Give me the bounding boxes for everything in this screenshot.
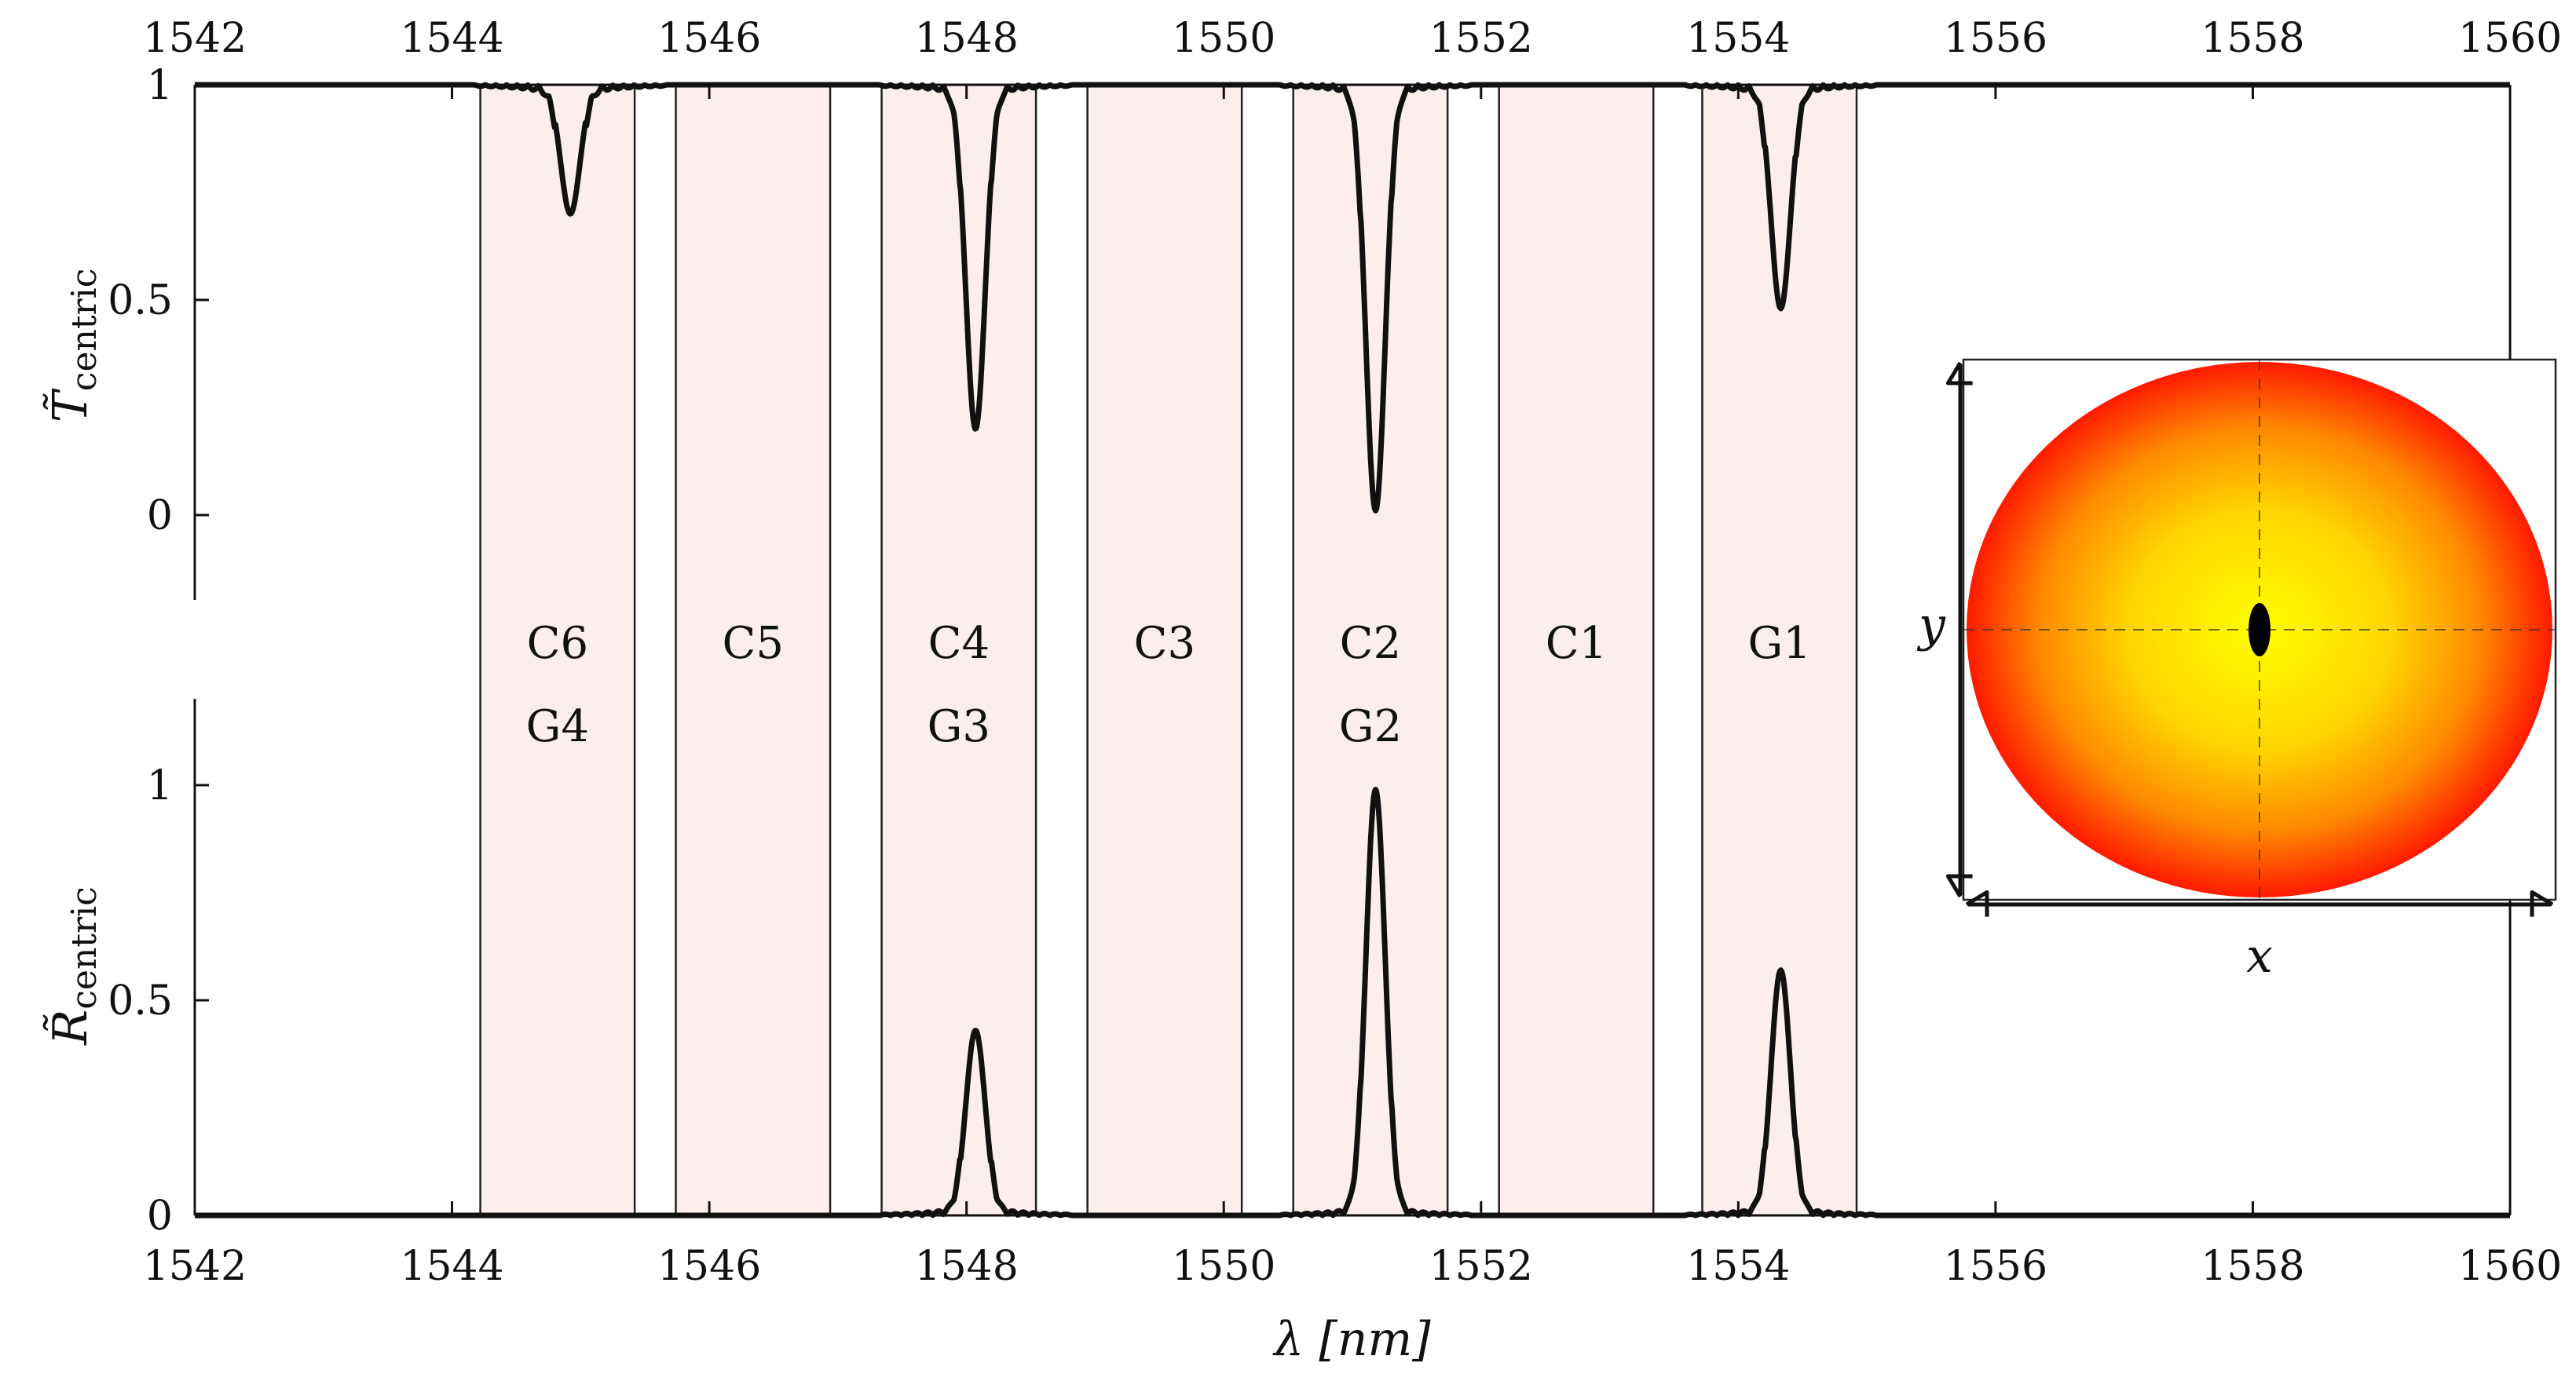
top-y-tick-label: 0 — [147, 492, 173, 539]
x-tick-label-bottom: 1558 — [2201, 1243, 2304, 1290]
band-label: G2 — [1339, 701, 1402, 752]
x-tick-label-top: 1558 — [2201, 15, 2304, 62]
x-tick-label-bottom: 1544 — [400, 1243, 503, 1290]
arrow-head — [2530, 890, 2554, 917]
band-label: G4 — [526, 701, 589, 752]
band-labels: C6 G4 C5 C4 G3 C3 C2 G2 C1 G1 — [526, 618, 1811, 752]
band-label: C4 — [928, 618, 990, 669]
core-marker — [2249, 603, 2270, 656]
x-tick-label-bottom: 1556 — [1944, 1243, 2047, 1290]
band-label: G1 — [1748, 618, 1811, 669]
wavelength-bands — [479, 83, 1858, 1217]
beam-profile-inset: xy — [1916, 358, 2557, 984]
x-tick-label-top: 1556 — [1944, 15, 2047, 62]
band-label: C2 — [1340, 618, 1401, 669]
band-label: C1 — [1546, 618, 1607, 669]
top-y-axis-label-main: T̃ — [42, 388, 98, 422]
bottom-y-axis-label-sub: centric — [64, 886, 104, 1009]
arrow-head — [1945, 874, 1973, 898]
top-y-axis-label-sub: centric — [64, 269, 104, 391]
band-label: C5 — [723, 618, 784, 669]
arrow-head — [1945, 361, 1973, 386]
band-label: C6 — [527, 618, 588, 669]
bottom-y-tick-label: 1 — [147, 762, 173, 809]
reflection-curve — [192, 787, 2512, 1219]
arrow-head — [1965, 890, 1989, 917]
x-tick-label-top: 1544 — [400, 15, 503, 62]
bottom-y-tick-label: 0 — [147, 1193, 173, 1240]
x-tick-label-bottom: 1560 — [2458, 1243, 2562, 1290]
x-tick-label-bottom: 1542 — [143, 1243, 247, 1290]
inset-x-label: x — [2246, 929, 2273, 984]
x-tick-label-top: 1548 — [914, 15, 1018, 62]
band-2 — [675, 83, 832, 1217]
bottom-y-axis-label: R̃centric — [42, 886, 104, 1046]
x-tick-label-top: 1542 — [143, 15, 247, 62]
top-y-tick-label: 1 — [147, 62, 173, 109]
x-tick-label-top: 1546 — [657, 15, 761, 62]
bottom-y-axis-label-text: R̃centric — [42, 886, 104, 1046]
x-tick-label-top: 1560 — [2458, 15, 2562, 62]
top-y-axis-label: T̃centric — [42, 269, 104, 422]
curves — [192, 82, 2512, 1219]
x-tick-label-top: 1554 — [1686, 15, 1790, 62]
band-5 — [1292, 83, 1449, 1217]
band-label: C3 — [1134, 618, 1195, 669]
x-tick-label-bottom: 1550 — [1172, 1243, 1275, 1290]
inset-y-label: y — [1916, 597, 1946, 652]
x-axis-label: λ [nm] — [1272, 1312, 1431, 1367]
band-1 — [479, 83, 636, 1217]
band-6 — [1498, 83, 1655, 1217]
top-y-tick-label: 0.5 — [108, 277, 173, 324]
band-4 — [1086, 83, 1243, 1217]
transmission-curve — [192, 82, 2512, 513]
axes: 1542 1542 1544 1544 1546 1546 1548 1548 1550 1550… — [108, 15, 2562, 1290]
x-tick-label-bottom: 1546 — [657, 1243, 761, 1290]
bottom-y-tick-label: 0.5 — [108, 978, 173, 1025]
x-tick-label-top: 1552 — [1429, 15, 1533, 62]
x-tick-label-bottom: 1554 — [1686, 1243, 1790, 1290]
band-label: G3 — [928, 701, 990, 752]
top-y-axis-label-text: T̃centric — [42, 269, 104, 422]
x-tick-label-top: 1550 — [1172, 15, 1275, 62]
x-tick-label-bottom: 1552 — [1429, 1243, 1533, 1290]
bottom-y-axis-label-main: R̃ — [42, 1010, 98, 1046]
x-tick-label-bottom: 1548 — [914, 1243, 1018, 1290]
